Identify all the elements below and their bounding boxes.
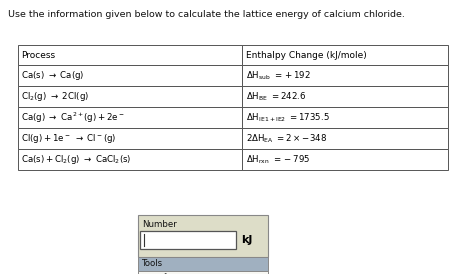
Text: Enthalpy Change (kJ/mole): Enthalpy Change (kJ/mole) bbox=[246, 50, 366, 59]
Bar bbox=[242, 128, 448, 149]
Bar bbox=[140, 231, 236, 249]
Bar bbox=[242, 86, 448, 107]
Text: $\mathregular{\Delta H_{rxn}\ = -795}$: $\mathregular{\Delta H_{rxn}\ = -795}$ bbox=[246, 153, 310, 166]
Bar bbox=[242, 65, 448, 86]
Bar bbox=[18, 128, 242, 149]
Text: $\mathregular{\Delta H_{IE1+IE2}\ = 1735.5}$: $\mathregular{\Delta H_{IE1+IE2}\ = 1735… bbox=[246, 111, 329, 124]
Text: $\mathregular{Ca(s) + Cl_2(g)\ \rightarrow\ CaCl_2(s)}$: $\mathregular{Ca(s) + Cl_2(g)\ \rightarr… bbox=[21, 153, 131, 166]
Text: $\mathregular{Ca(g)\ \rightarrow\ Ca^{2+}(g) + 2e^-}$: $\mathregular{Ca(g)\ \rightarrow\ Ca^{2+… bbox=[21, 110, 125, 125]
Text: kJ: kJ bbox=[241, 235, 252, 245]
Text: $\mathregular{2\Delta H_{EA}\ = 2\times\!-\!348}$: $\mathregular{2\Delta H_{EA}\ = 2\times\… bbox=[246, 132, 327, 145]
Bar bbox=[138, 215, 268, 257]
Bar bbox=[18, 149, 242, 170]
Text: Use the information given below to calculate the lattice energy of calcium chlor: Use the information given below to calcu… bbox=[8, 10, 405, 19]
Text: Number: Number bbox=[142, 220, 177, 229]
Text: $\times\ 10^1$: $\times\ 10^1$ bbox=[142, 271, 168, 274]
Bar bbox=[18, 86, 242, 107]
Bar bbox=[18, 65, 242, 86]
Text: Tools: Tools bbox=[142, 259, 163, 269]
Text: $\mathregular{\Delta H_{BE}\ = 242.6}$: $\mathregular{\Delta H_{BE}\ = 242.6}$ bbox=[246, 90, 306, 103]
Text: $\mathregular{Cl(g) + 1e^-\ \rightarrow\ Cl^-(g)}$: $\mathregular{Cl(g) + 1e^-\ \rightarrow\… bbox=[21, 132, 117, 145]
Bar bbox=[18, 45, 242, 65]
Bar bbox=[242, 45, 448, 65]
Bar bbox=[18, 107, 242, 128]
Text: $\mathregular{Cl_2(g)\ \rightarrow\ 2Cl(g)}$: $\mathregular{Cl_2(g)\ \rightarrow\ 2Cl(… bbox=[21, 90, 89, 103]
Text: Process: Process bbox=[21, 50, 55, 59]
Bar bbox=[242, 107, 448, 128]
Bar bbox=[242, 149, 448, 170]
Text: $\mathregular{\Delta H_{sub}\ = +192}$: $\mathregular{\Delta H_{sub}\ = +192}$ bbox=[246, 69, 310, 82]
Bar bbox=[138, 271, 268, 274]
Bar bbox=[138, 257, 268, 271]
Text: $\mathregular{Ca(s)\ \rightarrow\ Ca(g)}$: $\mathregular{Ca(s)\ \rightarrow\ Ca(g)}… bbox=[21, 69, 84, 82]
